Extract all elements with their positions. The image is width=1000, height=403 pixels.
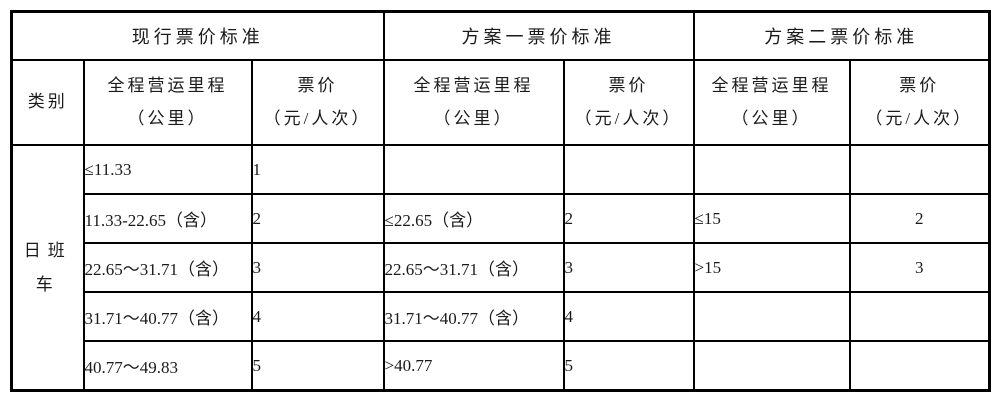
cell-plan1-mileage-2: ≤22.65（含） (382, 193, 565, 244)
cell-current-fare-1: 1 (250, 144, 385, 195)
cell-plan1-fare-4: 4 (562, 291, 695, 342)
cell-current-mileage-5: 40.77～49.83 (82, 340, 253, 392)
cell-plan2-fare-5 (848, 340, 991, 392)
cell-plan1-mileage-5: >40.77 (382, 340, 565, 392)
header-plan1-fare-standard: 方案一票价标准 (382, 10, 695, 61)
fare-standard-table: 现行票价标准 方案一票价标准 方案二票价标准 类别 全程营运里程 （公里） 票价… (10, 10, 992, 392)
cell-plan2-mileage-5 (692, 340, 851, 392)
header-current-fare-standard: 现行票价标准 (10, 10, 385, 61)
cell-plan1-mileage-4: 31.71～40.77（含） (382, 291, 565, 342)
header-plan2-fare: 票价 （元/人次） (848, 59, 991, 146)
header-plan2-mileage: 全程营运里程 （公里） (692, 59, 851, 146)
table-row: 31.71～40.77（含） 4 31.71～40.77（含） 4 (12, 291, 991, 342)
cell-plan1-fare-5: 5 (562, 340, 695, 392)
cell-plan2-mileage-2: ≤15 (692, 193, 851, 244)
cell-plan2-mileage-4 (692, 291, 851, 342)
cell-current-fare-4: 4 (250, 291, 385, 342)
cell-plan1-mileage-1 (382, 144, 565, 195)
header-current-fare: 票价 （元/人次） (250, 59, 385, 146)
cell-current-mileage-2: 11.33-22.65（含） (82, 193, 253, 244)
cell-plan1-mileage-3: 22.65～31.71（含） (382, 242, 565, 293)
cell-category-day-bus: 日班 车 (10, 144, 85, 392)
cell-current-mileage-1: ≤11.33 (82, 144, 253, 195)
group-header-row: 现行票价标准 方案一票价标准 方案二票价标准 (10, 10, 991, 61)
cell-current-fare-2: 2 (250, 193, 385, 244)
cell-plan2-fare-4 (848, 291, 991, 342)
table-row: 11.33-22.65（含） 2 ≤22.65（含） 2 ≤15 2 (12, 193, 991, 244)
cell-current-mileage-4: 31.71～40.77（含） (82, 291, 253, 342)
cell-plan1-fare-3: 3 (562, 242, 695, 293)
cell-current-fare-3: 3 (250, 242, 385, 293)
cell-current-mileage-3: 22.65～31.71（含） (82, 242, 253, 293)
table-row: 日班 车 ≤11.33 1 (10, 144, 991, 392)
cell-plan2-mileage-3: >15 (692, 242, 851, 293)
header-plan1-mileage: 全程营运里程 （公里） (382, 59, 565, 146)
column-header-row: 类别 全程营运里程 （公里） 票价 （元/人次） 全程营运里程 （公里） 票价 … (10, 59, 991, 146)
table-row: 40.77～49.83 5 >40.77 5 (12, 340, 991, 392)
table-row: 22.65～31.71（含） 3 22.65～31.71（含） 3 >15 3 (12, 242, 991, 293)
cell-plan1-fare-1 (562, 144, 695, 195)
cell-plan2-fare-2: 2 (848, 193, 991, 244)
cell-plan2-fare-3: 3 (848, 242, 991, 293)
fare-table-container: 现行票价标准 方案一票价标准 方案二票价标准 类别 全程营运里程 （公里） 票价… (10, 10, 992, 392)
header-plan1-fare: 票价 （元/人次） (562, 59, 695, 146)
header-plan2-fare-standard: 方案二票价标准 (692, 10, 991, 61)
header-category: 类别 (10, 59, 85, 146)
cell-plan2-fare-1 (848, 144, 991, 195)
cell-plan1-fare-2: 2 (562, 193, 695, 244)
cell-current-fare-5: 5 (250, 340, 385, 392)
header-current-mileage: 全程营运里程 （公里） (82, 59, 253, 146)
cell-plan2-mileage-1 (692, 144, 851, 195)
